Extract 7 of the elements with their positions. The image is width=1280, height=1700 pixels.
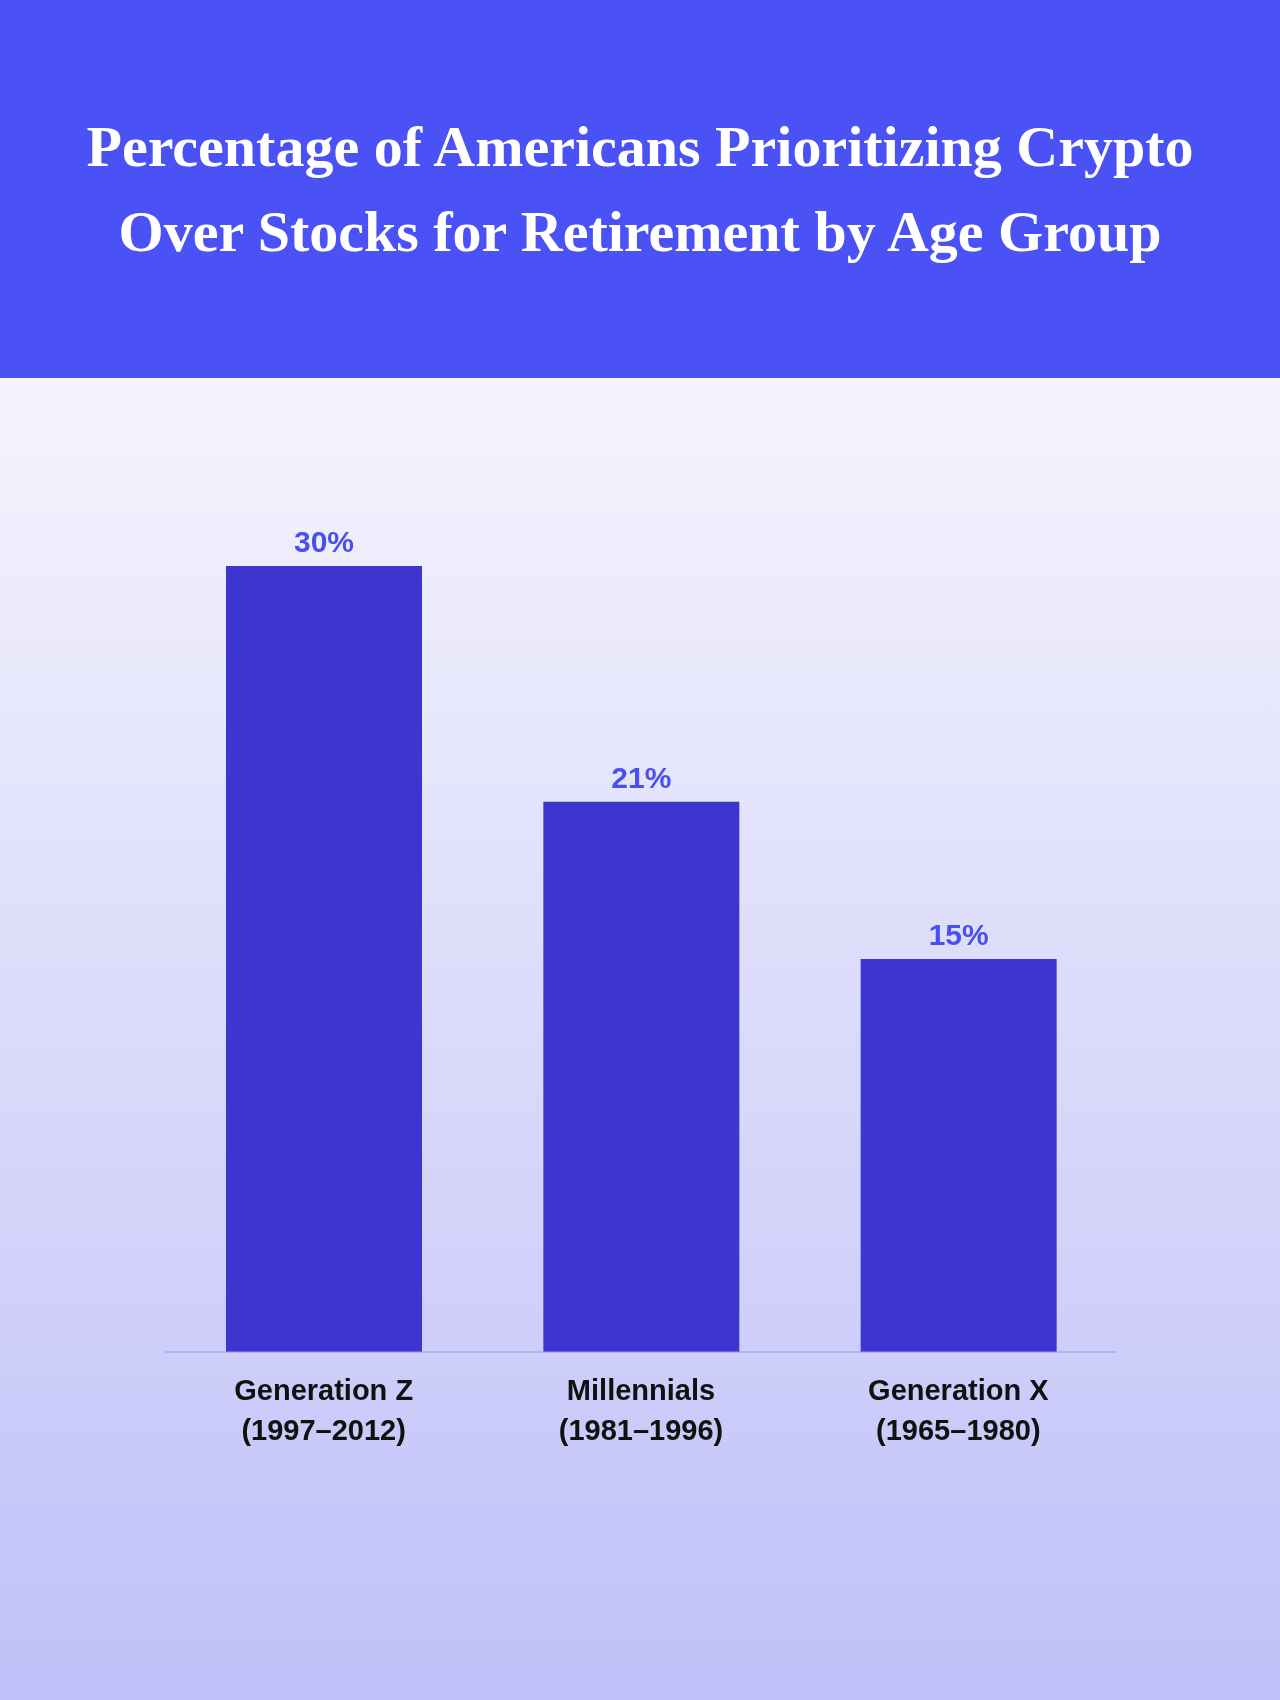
x-tick-label: Millennials (1981–1996) bbox=[558, 1374, 724, 1446]
x-tick-label: Generation Z (1997–2012) bbox=[234, 1374, 414, 1446]
data-label: 15% bbox=[928, 918, 989, 951]
data-label: 21% bbox=[611, 760, 672, 794]
x-tick-label: Generation X (1965–1980) bbox=[868, 1374, 1050, 1446]
data-label: 30% bbox=[293, 525, 355, 558]
chart-title: Percentage of Americans Prioritizing Crypto Over Stocks for Retirement by Age Group bbox=[85, 113, 1195, 266]
